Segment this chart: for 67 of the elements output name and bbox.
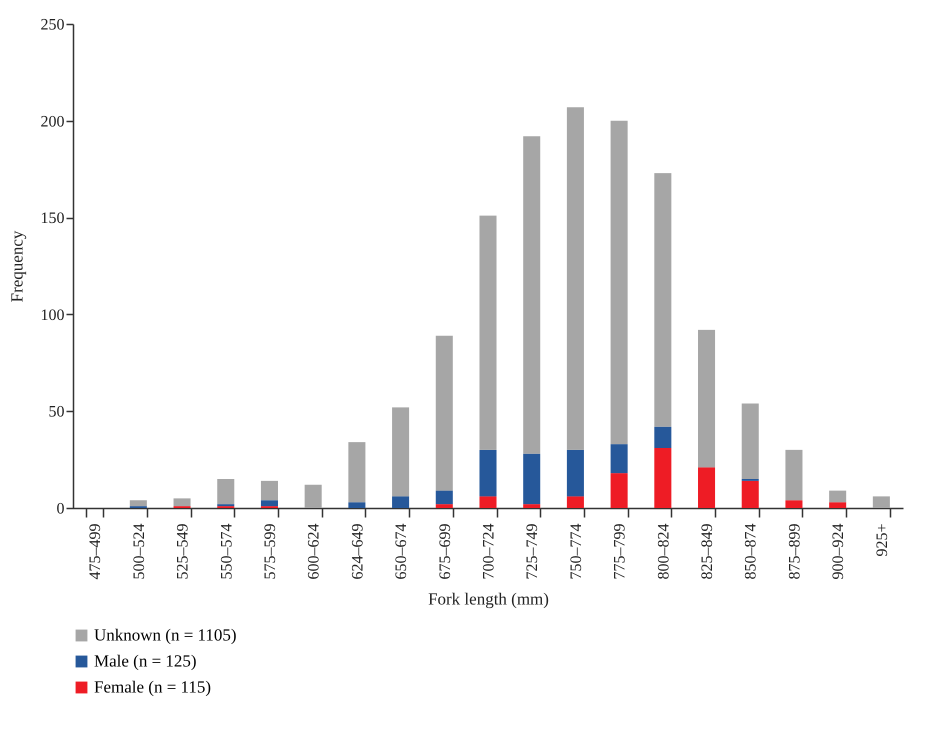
x-tick-label: 575–599 — [262, 524, 279, 580]
bar — [872, 496, 890, 508]
x-tick-label: 675–699 — [436, 524, 454, 580]
bar — [610, 444, 628, 474]
bar — [610, 120, 628, 444]
x-tick-label: 850–874 — [742, 524, 760, 580]
y-axis-title: Frequency — [8, 230, 26, 302]
bar — [829, 490, 846, 502]
bar — [392, 407, 410, 496]
x-tick-label: 900–924 — [830, 524, 848, 580]
x-tick-label: 925+ — [874, 524, 891, 557]
x-tick-label: 825–849 — [699, 524, 716, 580]
x-tick-label: 550–574 — [218, 524, 236, 580]
bar — [785, 450, 802, 500]
x-tick-label: 700–724 — [480, 524, 498, 580]
bar — [217, 478, 234, 504]
x-tick-label: 725–749 — [524, 524, 542, 580]
bar — [742, 480, 759, 508]
bar — [610, 473, 628, 508]
bar — [479, 496, 497, 508]
bar — [348, 442, 366, 502]
bar — [566, 496, 584, 508]
legend-label: Female (n = 115) — [94, 678, 212, 696]
x-tick-label: 600–624 — [306, 524, 323, 580]
bar — [479, 450, 497, 496]
bar — [698, 330, 716, 468]
bar — [174, 498, 191, 506]
x-tick-label: 875–899 — [786, 524, 804, 580]
x-tick-label: 525–549 — [174, 524, 192, 580]
bar — [654, 426, 672, 448]
x-tick-label: 775–799 — [612, 524, 629, 580]
x-tick-label: 475–499 — [87, 524, 104, 580]
bar — [260, 480, 278, 500]
bar — [566, 107, 584, 450]
bar — [348, 502, 366, 508]
bar — [436, 490, 453, 504]
x-tick-label: 650–674 — [393, 524, 410, 580]
y-tick-label: 200 — [40, 113, 64, 130]
bar — [436, 504, 453, 508]
bar — [523, 136, 540, 454]
bar — [523, 454, 540, 504]
bar — [829, 502, 846, 508]
bar — [436, 336, 453, 491]
bar — [566, 450, 584, 496]
x-tick-label: 500–524 — [130, 524, 148, 580]
bar — [304, 484, 322, 508]
bar — [392, 496, 410, 508]
bar — [654, 173, 672, 427]
y-tick-label: 0 — [56, 500, 64, 518]
legend-label: Male (n = 125) — [94, 652, 197, 670]
x-axis-title: Fork length (mm) — [428, 590, 549, 608]
bar — [479, 216, 497, 450]
bar — [260, 500, 278, 506]
bar — [523, 504, 540, 508]
y-tick-label: 100 — [40, 306, 64, 324]
bar — [698, 467, 716, 508]
x-tick-label: 624–649 — [349, 524, 366, 580]
y-tick-label: 250 — [40, 16, 64, 34]
legend-label: Unknown (n = 1105) — [94, 626, 237, 644]
bar — [785, 500, 802, 508]
x-tick-label: 750–774 — [568, 524, 585, 580]
bar — [742, 403, 759, 479]
x-tick-label: 800–824 — [655, 524, 672, 580]
y-tick-label: 50 — [48, 404, 64, 421]
bar — [130, 500, 147, 506]
bar — [654, 448, 672, 508]
y-tick-label: 150 — [40, 210, 64, 228]
